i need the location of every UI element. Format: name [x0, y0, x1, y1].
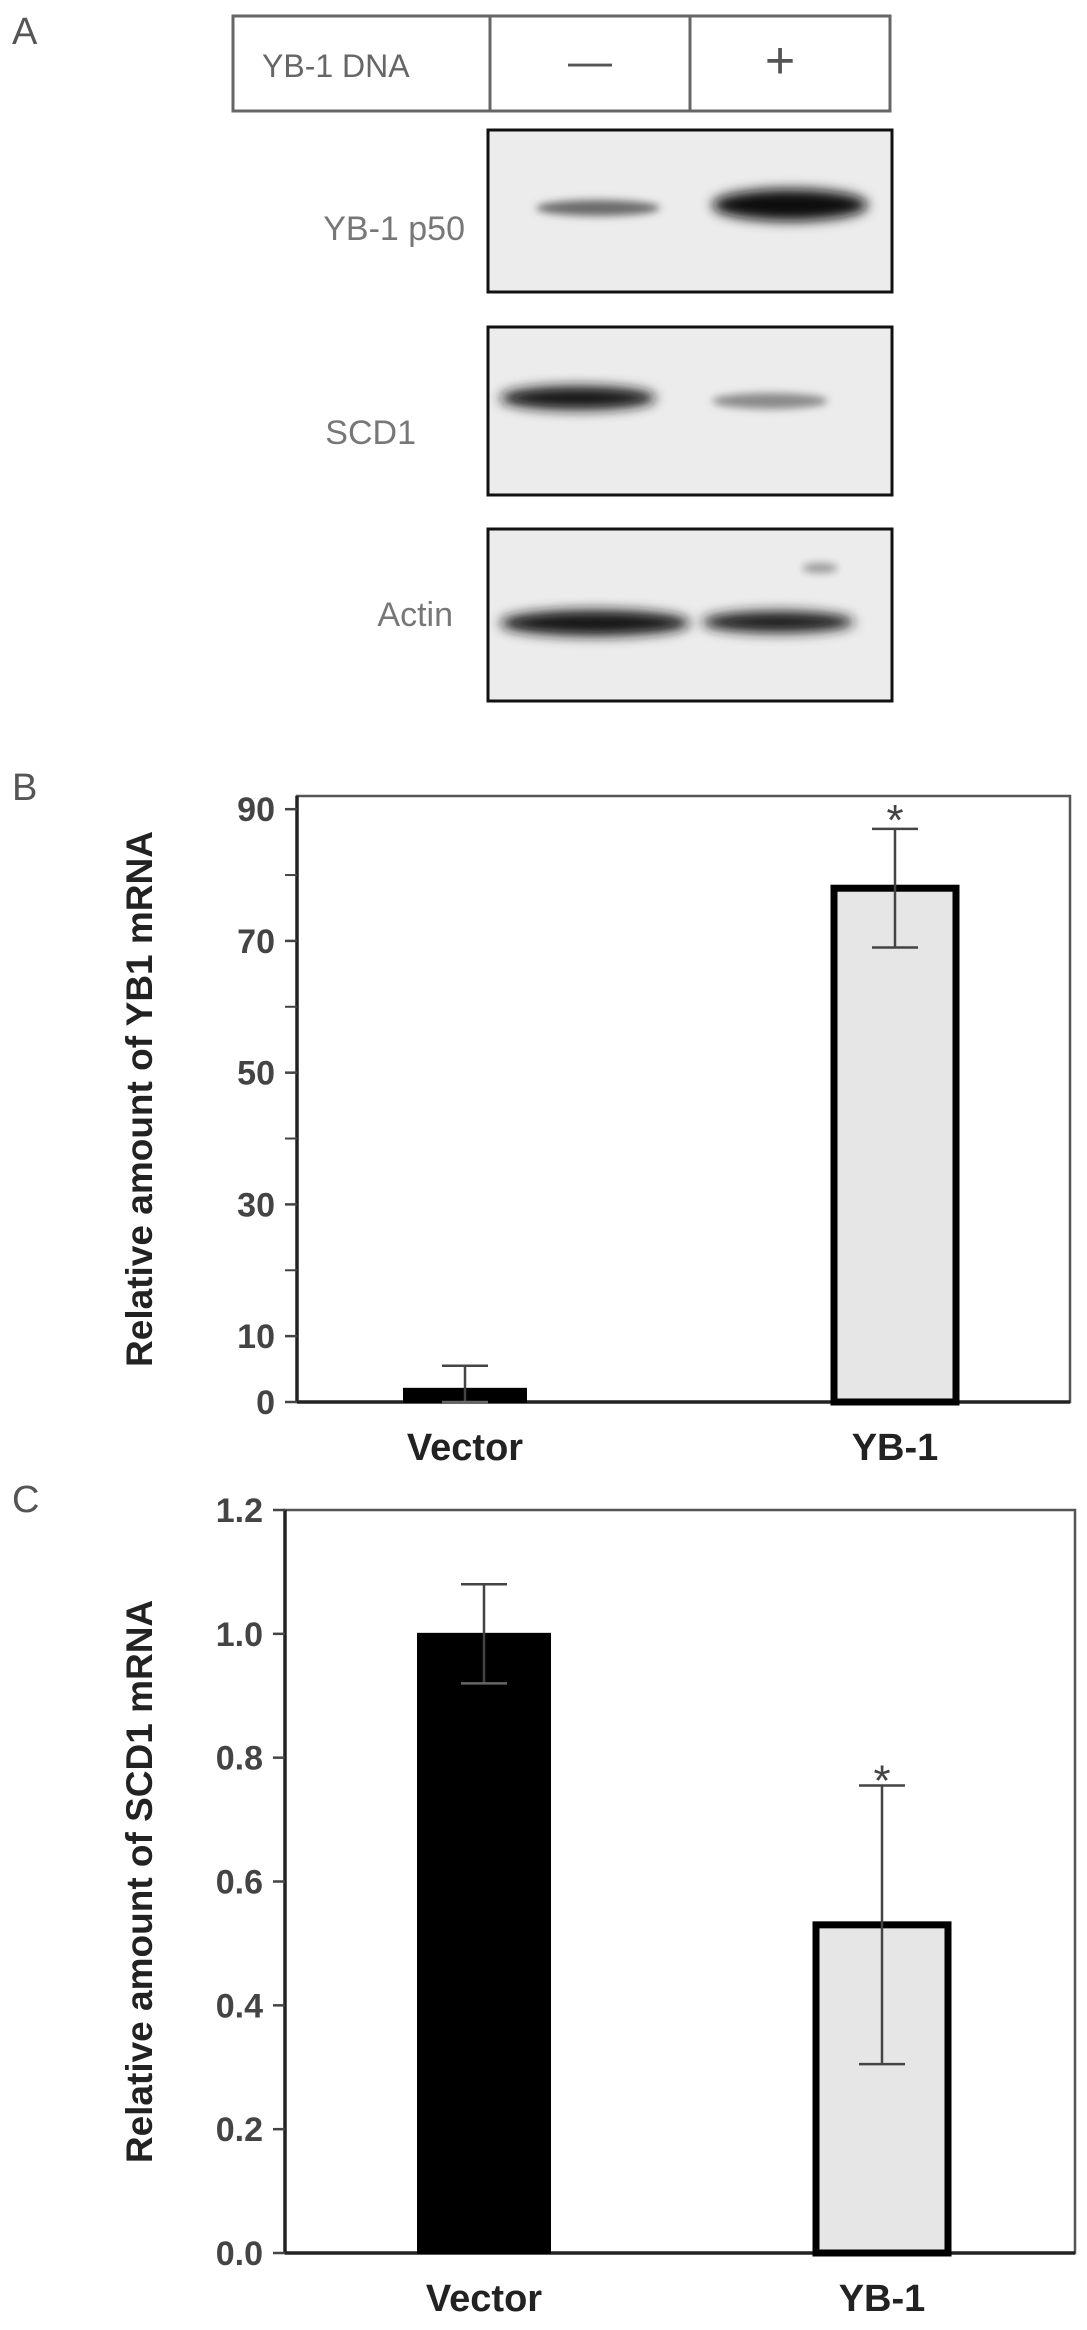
blot-yb1-p50: YB-1 p50	[323, 128, 894, 294]
blot-label-yb1-p50: YB-1 p50	[323, 210, 465, 248]
significance-star: *	[886, 796, 903, 845]
band-scd1-plus	[712, 393, 828, 409]
panel-b: B 0 10 30 50 70 90 Relative amount of YB1 mRNA…	[12, 767, 1072, 1469]
y-tick-label: 90	[237, 791, 275, 829]
panel-a-letter: A	[12, 11, 38, 53]
chart-yb1-mrna: 0 10 30 50 70 90 Relative amount of YB1 mRNA Ve…	[119, 791, 1072, 1469]
panel-a: A YB-1 DNA — + YB-1 p50 SCD1 Actin	[12, 11, 894, 703]
blot-label-actin: Actin	[377, 596, 453, 634]
panel-c-letter: C	[12, 1479, 39, 1521]
x-tick-label: YB-1	[839, 2278, 926, 2320]
band-actin-minus	[500, 610, 690, 636]
band-yb1-p50-plus	[712, 189, 868, 221]
band-actin-faint	[802, 563, 838, 573]
y-tick-label: 1.2	[216, 1492, 263, 1530]
y-tick-label: 0.0	[216, 2235, 263, 2273]
band-scd1-minus	[500, 386, 656, 410]
y-tick-label: 0.4	[216, 1987, 263, 2025]
significance-star: *	[873, 1757, 890, 1806]
y-tick-label: 10	[237, 1318, 275, 1356]
blot-label-scd1: SCD1	[325, 414, 416, 452]
panel-c: C 0.0 0.2 0.4 0.6 0.8 1.0 1.2 Relative amount o…	[12, 1479, 1077, 2320]
blot-scd1: SCD1	[325, 325, 894, 497]
minus-sign: —	[568, 37, 612, 86]
blot-actin: Actin	[377, 527, 894, 703]
y-tick-label: 1.0	[216, 1616, 263, 1654]
y-axis-label: Relative amount of SCD1 mRNA	[119, 1600, 160, 2163]
band-yb1-p50-minus	[536, 200, 660, 216]
band-actin-plus	[702, 611, 854, 633]
y-tick-label: 0.6	[216, 1864, 263, 1902]
plot-frame	[283, 1508, 1077, 2255]
y-tick-label: 0	[256, 1384, 275, 1422]
treatment-header: YB-1 DNA — +	[231, 14, 892, 113]
treatment-label: YB-1 DNA	[262, 48, 410, 84]
y-tick-label: 0.2	[216, 2111, 263, 2149]
plus-sign: +	[765, 32, 795, 90]
y-tick-label: 0.8	[216, 1740, 263, 1778]
y-axis-label: Relative amount of YB1 mRNA	[119, 831, 160, 1367]
y-tick-label: 30	[237, 1186, 275, 1224]
x-tick-label: YB-1	[852, 1427, 939, 1469]
bar-yb-1	[830, 884, 960, 1406]
panel-b-letter: B	[12, 767, 37, 809]
chart-scd1-mrna: 0.0 0.2 0.4 0.6 0.8 1.0 1.2 Relative amount of …	[119, 1492, 1077, 2320]
y-tick-label: 70	[237, 923, 275, 961]
bar-vector	[417, 1632, 551, 2255]
y-tick-label: 50	[237, 1055, 275, 1093]
x-tick-label: Vector	[407, 1427, 523, 1469]
x-tick-label: Vector	[426, 2278, 542, 2320]
